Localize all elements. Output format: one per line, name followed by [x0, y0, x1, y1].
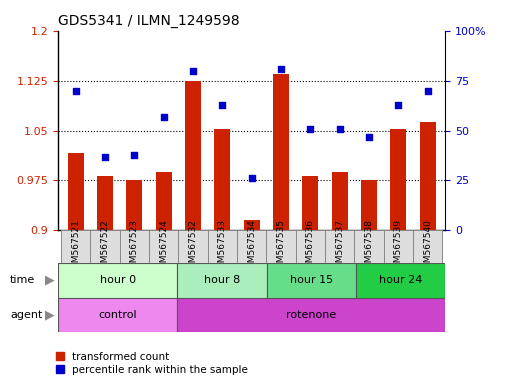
FancyBboxPatch shape	[383, 230, 412, 263]
FancyBboxPatch shape	[178, 230, 208, 263]
Bar	[301, 176, 318, 230]
FancyBboxPatch shape	[237, 230, 266, 263]
Point	[393, 101, 401, 108]
Text: hour 24: hour 24	[378, 275, 422, 285]
FancyBboxPatch shape	[177, 263, 266, 298]
Bar	[185, 81, 201, 230]
Bar	[97, 176, 113, 230]
Bar	[126, 180, 142, 230]
Text: GSM567533: GSM567533	[218, 219, 226, 274]
Bar	[360, 180, 376, 230]
Text: rotenone: rotenone	[286, 310, 336, 320]
Text: GDS5341 / ILMN_1249598: GDS5341 / ILMN_1249598	[58, 14, 239, 28]
Text: GSM567537: GSM567537	[334, 219, 343, 274]
FancyBboxPatch shape	[90, 230, 120, 263]
Point	[364, 134, 372, 140]
FancyBboxPatch shape	[149, 230, 178, 263]
FancyBboxPatch shape	[324, 230, 353, 263]
Point	[276, 66, 284, 72]
FancyBboxPatch shape	[355, 263, 444, 298]
FancyBboxPatch shape	[61, 230, 90, 263]
Point	[218, 101, 226, 108]
Point	[160, 114, 168, 120]
Text: GSM567534: GSM567534	[247, 219, 256, 274]
Legend: transformed count, percentile rank within the sample: transformed count, percentile rank withi…	[56, 352, 248, 375]
Bar	[243, 220, 259, 230]
FancyBboxPatch shape	[58, 263, 177, 298]
Point	[306, 126, 314, 132]
Text: GSM567535: GSM567535	[276, 219, 285, 274]
Text: GSM567523: GSM567523	[130, 219, 139, 274]
Bar	[156, 172, 172, 230]
FancyBboxPatch shape	[208, 230, 237, 263]
Text: ▶: ▶	[45, 308, 55, 321]
FancyBboxPatch shape	[354, 230, 383, 263]
Text: time: time	[10, 275, 35, 285]
Text: GSM567539: GSM567539	[393, 219, 402, 274]
FancyBboxPatch shape	[412, 230, 441, 263]
Point	[189, 68, 197, 74]
Bar	[419, 122, 435, 230]
Text: GSM567521: GSM567521	[71, 219, 80, 274]
Text: GSM567532: GSM567532	[188, 219, 197, 274]
Bar	[214, 129, 230, 230]
Text: hour 15: hour 15	[289, 275, 332, 285]
Text: GSM567524: GSM567524	[159, 219, 168, 274]
Text: GSM567536: GSM567536	[306, 219, 314, 274]
Text: hour 0: hour 0	[99, 275, 135, 285]
Text: control: control	[98, 310, 137, 320]
Bar	[273, 74, 288, 230]
Point	[72, 88, 80, 94]
FancyBboxPatch shape	[120, 230, 149, 263]
Text: hour 8: hour 8	[204, 275, 239, 285]
Text: GSM567538: GSM567538	[364, 219, 373, 274]
Text: GSM567522: GSM567522	[100, 219, 110, 274]
Bar	[389, 129, 406, 230]
FancyBboxPatch shape	[295, 230, 324, 263]
Point	[423, 88, 431, 94]
Point	[335, 126, 343, 132]
FancyBboxPatch shape	[58, 298, 177, 332]
FancyBboxPatch shape	[177, 298, 444, 332]
FancyBboxPatch shape	[266, 230, 295, 263]
Point	[247, 175, 256, 182]
Bar	[68, 152, 84, 230]
Bar	[331, 172, 347, 230]
Point	[101, 154, 109, 160]
FancyBboxPatch shape	[266, 263, 355, 298]
Point	[130, 151, 138, 157]
Text: ▶: ▶	[45, 274, 55, 287]
Text: GSM567540: GSM567540	[422, 219, 431, 274]
Text: agent: agent	[10, 310, 42, 320]
